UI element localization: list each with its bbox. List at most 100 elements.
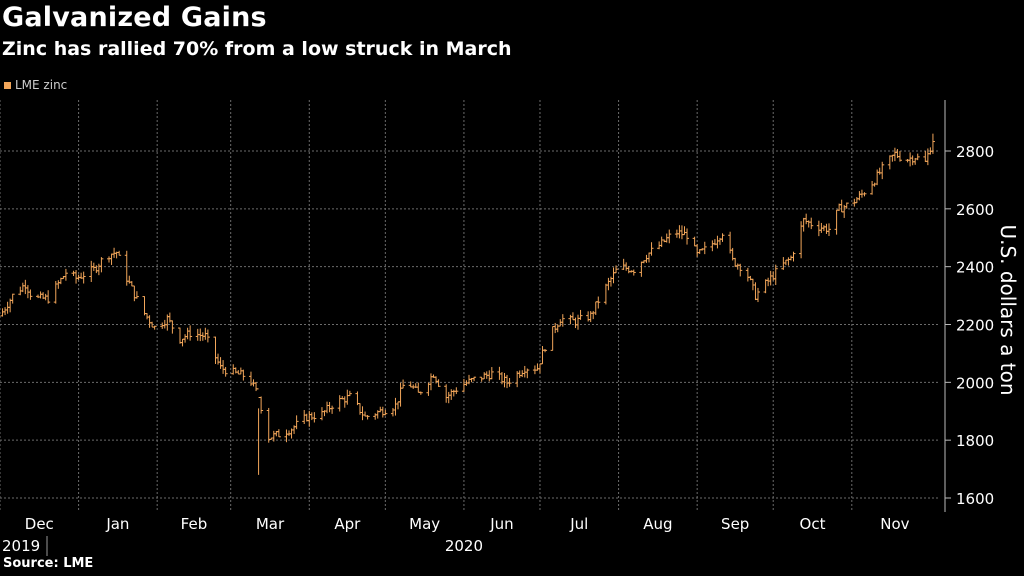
ohlc-bar xyxy=(183,334,188,343)
ohlc-bar xyxy=(745,267,750,282)
ohlc-bar xyxy=(221,360,226,374)
ohlc-bar xyxy=(444,384,449,403)
ohlc-bar xyxy=(781,257,786,270)
ohlc-bar xyxy=(890,154,895,162)
legend-label: LME zinc xyxy=(15,78,68,92)
ohlc-bar xyxy=(854,197,859,204)
ohlc-bar xyxy=(312,412,317,423)
ohlc-bar xyxy=(639,261,644,277)
y-tick-label: 1600 xyxy=(956,490,994,508)
ohlc-bar xyxy=(63,268,68,281)
ohlc-bar xyxy=(857,191,862,201)
ohlc-bar xyxy=(507,378,512,387)
ohlc-bar xyxy=(773,264,778,285)
ohlc-bar xyxy=(804,213,809,225)
ohlc-bar xyxy=(147,315,152,328)
chart-title: Galvanized Gains xyxy=(2,2,267,33)
ohlc-bar xyxy=(145,313,150,320)
ohlc-bar xyxy=(309,412,314,421)
ohlc-bar xyxy=(877,167,882,175)
ohlc-bar xyxy=(479,376,484,382)
ohlc-bar xyxy=(46,290,51,304)
ohlc-bar xyxy=(259,396,264,414)
ohlc-bar xyxy=(132,285,137,302)
ohlc-bar xyxy=(908,152,913,167)
ohlc-bar xyxy=(578,309,583,320)
ohlc-bar xyxy=(482,372,487,380)
ohlc-bar xyxy=(646,252,651,263)
ohlc-bar xyxy=(923,150,928,162)
ohlc-bar xyxy=(568,314,573,325)
y-tick-label: 1800 xyxy=(956,432,994,450)
ohlc-bar xyxy=(870,180,875,195)
ohlc-bar xyxy=(294,415,299,430)
ohlc-bar xyxy=(216,353,221,365)
ohlc-bar xyxy=(753,282,758,301)
ohlc-bar xyxy=(223,366,228,377)
ohlc-bar xyxy=(892,147,897,162)
ohlc-bar xyxy=(180,338,185,347)
x-tick-label: May xyxy=(409,515,440,533)
ohlc-bar xyxy=(738,263,743,277)
ohlc-bar xyxy=(910,155,915,166)
ohlc-bar xyxy=(3,307,8,316)
ohlc-bar xyxy=(573,317,578,329)
ohlc-bar xyxy=(692,236,697,247)
ohlc-bar xyxy=(497,366,502,380)
x-tick-label: Jul xyxy=(569,515,588,533)
ohlc-bar xyxy=(89,260,94,282)
ohlc-bar xyxy=(915,153,920,161)
ohlc-bar xyxy=(152,325,157,330)
ohlc-bar xyxy=(614,265,619,274)
source-note: Source: LME xyxy=(3,556,94,571)
ohlc-bar xyxy=(596,296,601,309)
ohlc-bar xyxy=(365,415,370,420)
ohlc-bar xyxy=(241,369,246,381)
ohlc-bar xyxy=(231,364,236,375)
chart-legend: LME zinc xyxy=(4,78,67,92)
ohlc-bar xyxy=(401,379,406,389)
x-tick-label: Aug xyxy=(643,515,672,533)
ohlc-bar xyxy=(38,291,43,299)
ohlc-bar xyxy=(162,319,167,329)
ohlc-bar xyxy=(198,328,203,342)
ohlc-bar xyxy=(109,253,114,265)
ohlc-bar xyxy=(446,391,451,404)
ohlc-bar xyxy=(327,401,332,413)
y-tick-label: 2000 xyxy=(956,374,994,392)
ohlc-bar xyxy=(677,225,682,239)
ohlc-bar xyxy=(682,226,687,236)
ohlc-bar xyxy=(824,223,829,234)
ohlc-bar xyxy=(816,220,821,237)
ohlc-bar xyxy=(393,397,398,416)
ohlc-bar xyxy=(396,401,401,410)
ohlc-bar xyxy=(337,395,342,412)
ohlc-bar xyxy=(71,270,76,276)
ohlc-bar xyxy=(649,242,654,256)
ohlc-bar xyxy=(763,279,768,294)
ohlc-bar xyxy=(218,357,223,369)
ohlc-bar xyxy=(543,349,548,353)
x-tick-label: Jun xyxy=(489,515,513,533)
chart-subtitle: Zinc has rallied 70% from a low struck i… xyxy=(2,38,512,60)
ohlc-bar xyxy=(188,325,193,341)
ohlc-bar xyxy=(560,314,565,327)
x-year-label: 2019 xyxy=(2,537,40,555)
x-tick-label: Sep xyxy=(721,515,749,533)
ohlc-bar xyxy=(319,407,324,421)
ohlc-bar xyxy=(791,251,796,262)
ohlc-bar xyxy=(256,388,261,475)
ohlc-bar xyxy=(715,235,720,249)
ohlc-bar xyxy=(839,199,844,213)
ohlc-bar xyxy=(606,277,611,291)
ohlc-bar xyxy=(325,401,330,414)
ohlc-bar xyxy=(276,429,281,438)
ohlc-bar xyxy=(489,367,494,380)
x-tick-label: Jan xyxy=(105,515,129,533)
ohlc-bar xyxy=(20,282,25,293)
ohlc-bar xyxy=(540,346,545,365)
ohlc-bar xyxy=(43,293,48,301)
y-tick-label: 2600 xyxy=(956,201,994,219)
ohlc-bar xyxy=(117,250,122,256)
ohlc-bar xyxy=(330,405,335,414)
